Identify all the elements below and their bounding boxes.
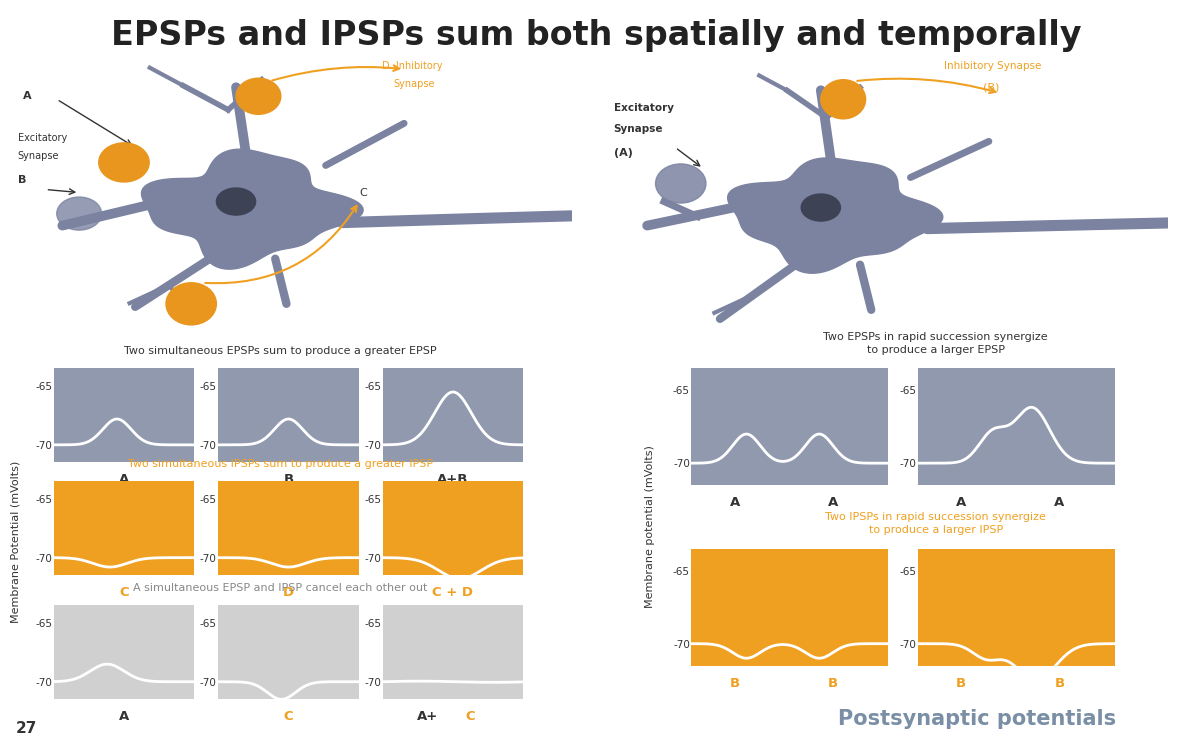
Text: Synapse: Synapse <box>614 124 663 135</box>
Text: B: B <box>956 677 967 690</box>
Text: Membrane potential (mVolts): Membrane potential (mVolts) <box>645 445 654 608</box>
Text: A: A <box>730 496 740 509</box>
Text: (A): (A) <box>614 148 633 159</box>
Text: B: B <box>18 175 26 186</box>
Polygon shape <box>727 158 943 273</box>
Text: B: B <box>828 677 838 690</box>
Text: 27: 27 <box>15 721 37 736</box>
Text: C: C <box>359 187 367 198</box>
Text: A: A <box>1055 496 1064 509</box>
Ellipse shape <box>236 78 281 114</box>
Text: A: A <box>119 473 129 486</box>
Text: Excitatory: Excitatory <box>614 103 673 114</box>
Text: A: A <box>23 91 32 102</box>
Text: Synapse: Synapse <box>393 79 434 89</box>
Ellipse shape <box>821 80 865 119</box>
Text: C: C <box>465 710 474 723</box>
Text: A+B: A+B <box>437 473 468 486</box>
Ellipse shape <box>166 283 217 325</box>
Ellipse shape <box>99 143 149 182</box>
Text: D: D <box>283 586 294 599</box>
Text: EPSPs and IPSPs sum both spatially and temporally: EPSPs and IPSPs sum both spatially and t… <box>111 19 1081 52</box>
Text: Membrane Potential (mVolts): Membrane Potential (mVolts) <box>11 460 20 623</box>
Ellipse shape <box>57 197 101 230</box>
Text: Two IPSPs in rapid succession synergize
to produce a larger IPSP: Two IPSPs in rapid succession synergize … <box>825 512 1047 535</box>
Ellipse shape <box>656 164 706 203</box>
Text: Excitatory: Excitatory <box>18 133 67 144</box>
Text: D  Inhibitory: D Inhibitory <box>381 61 442 71</box>
Text: Two simultaneous IPSPs sum to produce a greater IPSP: Two simultaneous IPSPs sum to produce a … <box>128 459 433 469</box>
Text: B: B <box>1055 677 1064 690</box>
Text: A simultaneous EPSP and IPSP cancel each other out: A simultaneous EPSP and IPSP cancel each… <box>134 584 427 593</box>
Text: Inhibitory Synapse: Inhibitory Synapse <box>944 61 1042 71</box>
Ellipse shape <box>217 188 255 215</box>
Text: C: C <box>119 586 129 599</box>
Text: A: A <box>956 496 967 509</box>
Text: C: C <box>284 710 293 723</box>
Text: C + D: C + D <box>433 586 473 599</box>
Ellipse shape <box>801 194 840 221</box>
Text: Two simultaneous EPSPs sum to produce a greater EPSP: Two simultaneous EPSPs sum to produce a … <box>124 347 436 356</box>
Polygon shape <box>142 149 364 269</box>
Text: A+: A+ <box>417 710 439 723</box>
Text: B: B <box>284 473 293 486</box>
Text: A: A <box>119 710 129 723</box>
Text: B: B <box>730 677 740 690</box>
Text: Postsynaptic potentials: Postsynaptic potentials <box>838 709 1117 729</box>
Text: A: A <box>828 496 838 509</box>
Text: Two EPSPs in rapid succession synergize
to produce a larger EPSP: Two EPSPs in rapid succession synergize … <box>824 332 1048 355</box>
Text: (B): (B) <box>983 82 1000 92</box>
Text: Synapse: Synapse <box>18 151 60 162</box>
